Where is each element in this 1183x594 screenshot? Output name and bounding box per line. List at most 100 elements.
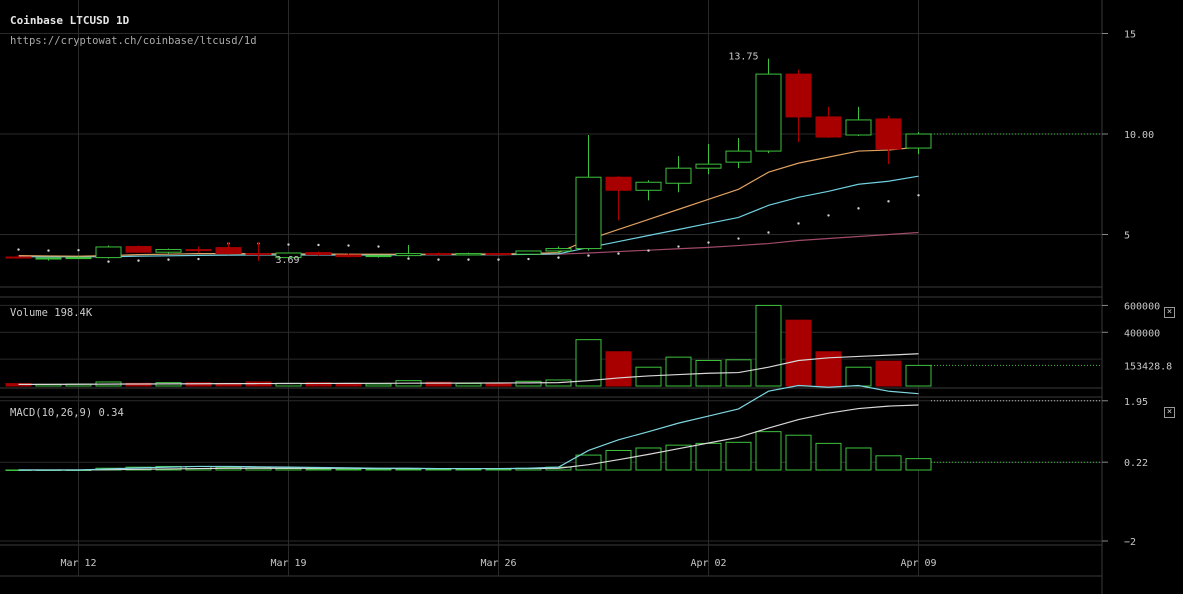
candle-body	[485, 253, 512, 256]
macd-histogram-bar	[575, 454, 602, 471]
volume-bar	[665, 356, 692, 387]
volume-bar	[185, 382, 212, 387]
volume-label-text: Volume	[10, 307, 48, 319]
x-axis-label: Apr 09	[900, 558, 936, 569]
price-axis-label: 10.00	[1124, 130, 1154, 141]
volume-value: 198.4K	[54, 307, 93, 319]
ma-mid-line	[18, 175, 919, 258]
volume-bar	[755, 304, 782, 387]
volume-bar	[785, 319, 812, 387]
macd-histogram-bar	[455, 468, 482, 471]
indicator-dot	[857, 207, 860, 210]
macd-value: 0.34	[98, 407, 124, 419]
volume-bar	[905, 364, 932, 387]
indicator-dot	[17, 248, 20, 251]
candle-body	[215, 247, 242, 255]
macd-axis-label: −2	[1124, 537, 1136, 548]
macd-histogram-bar	[845, 447, 872, 471]
candle-body	[845, 119, 872, 136]
volume-current-label: 153428.8	[1124, 361, 1172, 372]
candle-body	[665, 167, 692, 184]
indicator-dot	[317, 243, 320, 247]
indicator-dot	[677, 245, 680, 248]
indicator-dot	[347, 244, 350, 247]
macd-histogram-bar	[665, 444, 692, 471]
indicator-dot	[47, 249, 50, 252]
candle-body	[335, 254, 362, 258]
indicator-dot	[737, 237, 740, 240]
macd-histogram-bar	[335, 468, 362, 471]
volume-bar	[125, 382, 152, 387]
x-axis-label: Mar 26	[480, 558, 516, 569]
indicator-dot	[917, 194, 920, 197]
candle-body	[125, 246, 152, 253]
candle-body	[815, 116, 842, 138]
indicator-dot	[497, 258, 500, 261]
candle-body	[395, 253, 422, 257]
indicator-dot	[77, 248, 80, 252]
candle-body	[275, 252, 302, 259]
macd-histogram-bar	[905, 458, 932, 471]
indicator-dot	[137, 259, 140, 262]
macd-label-text: MACD(10,26,9)	[10, 407, 93, 419]
candle-body	[35, 257, 62, 260]
volume-sma-line	[18, 353, 919, 385]
candle-body	[425, 253, 452, 256]
macd-close-icon[interactable]: ×	[1164, 407, 1175, 418]
x-axis-label: Mar 12	[60, 558, 96, 569]
indicator-dot	[647, 249, 650, 252]
volume-bar	[305, 382, 332, 387]
candle-body	[725, 150, 752, 163]
volume-axis-label: 400000	[1124, 328, 1160, 339]
x-axis-label: Mar 19	[270, 558, 306, 569]
x-axis-label: Apr 02	[690, 558, 726, 569]
low-annotation: 3.69	[276, 255, 300, 266]
macd-histogram-bar	[425, 468, 452, 471]
indicator-dot	[167, 258, 170, 261]
chart-url[interactable]: https://cryptowat.ch/coinbase/ltcusd/1d	[10, 35, 257, 47]
volume-axis-label: 600000	[1124, 301, 1160, 312]
volume-bar	[365, 383, 392, 387]
volume-bar	[575, 339, 602, 387]
candle-body	[635, 181, 662, 191]
candle-body	[695, 163, 722, 169]
candle-body	[785, 73, 812, 118]
macd-histogram-bar	[305, 468, 332, 471]
candle-body	[455, 253, 482, 256]
volume-close-icon[interactable]: ×	[1164, 307, 1175, 318]
candle-body	[755, 73, 782, 152]
indicator-dot	[827, 214, 830, 217]
macd-histogram-bar	[635, 447, 662, 471]
volume-bar	[425, 381, 452, 387]
candle-body	[305, 252, 332, 256]
candle-body	[95, 246, 122, 259]
indicator-dot	[467, 258, 470, 261]
candle-body	[155, 249, 182, 253]
volume-bar	[605, 351, 632, 387]
indicator-dot	[557, 256, 560, 259]
macd-signal-line	[18, 404, 919, 471]
candle-body	[575, 176, 602, 250]
macd-histogram-bar	[395, 468, 422, 471]
volume-label: Volume 198.4K	[10, 307, 92, 319]
macd-label: MACD(10,26,9) 0.34	[10, 407, 124, 419]
volume-bar	[845, 366, 872, 387]
price-axis-label: 5	[1124, 231, 1130, 242]
macd-line	[18, 384, 919, 471]
indicator-dot	[407, 257, 410, 260]
candle-body	[365, 255, 392, 258]
candle-body	[515, 250, 542, 255]
indicator-dot	[617, 252, 620, 255]
price-axis-label: 15	[1124, 30, 1136, 41]
macd-histogram-bar	[875, 455, 902, 471]
candle-body	[905, 133, 932, 149]
indicator-dot	[767, 231, 770, 234]
macd-histogram-bar	[785, 434, 812, 471]
candle-body	[5, 256, 32, 259]
indicator-dot	[287, 243, 290, 246]
indicator-dot	[377, 245, 380, 248]
candle-body	[605, 176, 632, 191]
indicator-dot	[707, 241, 710, 244]
indicator-dot	[527, 257, 530, 261]
